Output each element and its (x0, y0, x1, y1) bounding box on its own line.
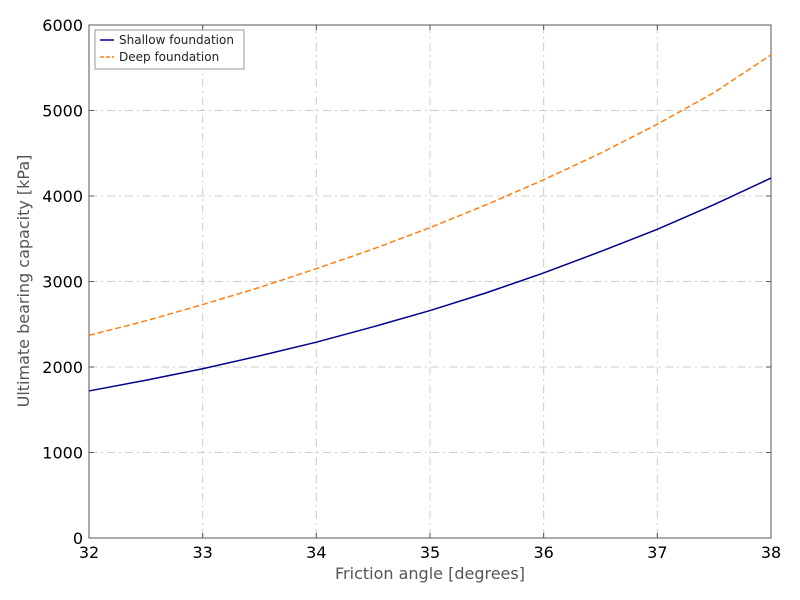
x-tick-label: 34 (306, 543, 326, 562)
legend-label: Deep foundation (119, 50, 219, 64)
x-tick-label: 38 (761, 543, 781, 562)
y-tick-label: 5000 (42, 102, 83, 121)
y-tick-label: 6000 (42, 16, 83, 35)
axis-ticks: 32 33 34 35 36 37 38 0 1000 2000 3000 4000 5000 6000 (42, 16, 781, 562)
series-lines (88, 54, 772, 392)
x-axis-title: Friction angle [degrees] (335, 564, 525, 583)
legend-box (94, 29, 245, 70)
y-tick-label: 1000 (42, 444, 83, 463)
legend-label: Shallow foundation (119, 33, 234, 47)
y-tick-label: 0 (73, 529, 83, 548)
series-line-deep-foundation (88, 54, 772, 337)
y-tick-label: 4000 (42, 187, 83, 206)
series-line-shallow-foundation (88, 177, 772, 392)
x-tick-label: 35 (420, 543, 440, 562)
x-tick-label: 37 (647, 543, 667, 562)
y-tick-label: 3000 (42, 273, 83, 292)
x-tick-label: 33 (192, 543, 212, 562)
grid-lines (88, 24, 772, 539)
legend: Shallow foundation Deep foundation (94, 29, 245, 70)
x-tick-label: 32 (79, 543, 99, 562)
y-tick-label: 2000 (42, 358, 83, 377)
y-axis-title: Ultimate bearing capacity [kPa] (14, 155, 33, 408)
x-tick-label: 36 (533, 543, 553, 562)
